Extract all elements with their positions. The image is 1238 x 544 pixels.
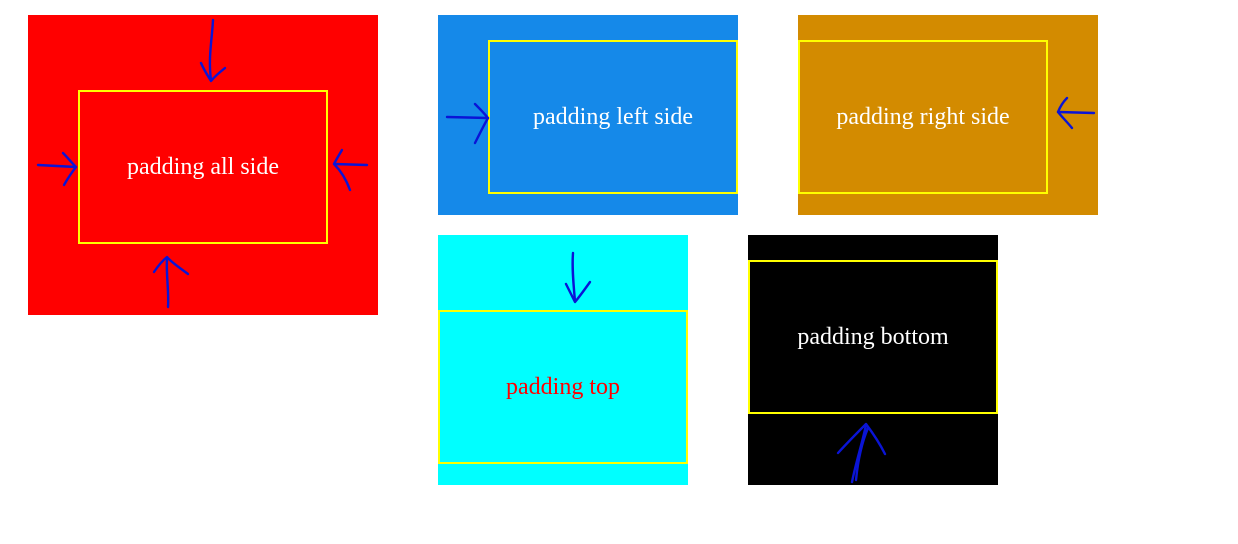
padding-bottom-content: padding bottom (748, 260, 998, 414)
padding-left-side-box: padding left side (438, 15, 738, 215)
padding-left-side-label: padding left side (533, 103, 693, 130)
padding-right-side-label: padding right side (836, 103, 1010, 130)
padding-all-side-label: padding all side (127, 153, 279, 180)
padding-all-side-content: padding all side (78, 90, 328, 244)
padding-bottom-label: padding bottom (797, 323, 949, 350)
padding-right-side-box: padding right side (798, 15, 1098, 215)
padding-left-side-content: padding left side (488, 40, 738, 194)
padding-top-box: padding top (438, 235, 688, 485)
padding-bottom-box: padding bottom (748, 235, 998, 485)
padding-all-side-box: padding all side (28, 15, 378, 315)
padding-top-content: padding top (438, 310, 688, 464)
padding-right-side-content: padding right side (798, 40, 1048, 194)
padding-top-label: padding top (506, 373, 620, 400)
